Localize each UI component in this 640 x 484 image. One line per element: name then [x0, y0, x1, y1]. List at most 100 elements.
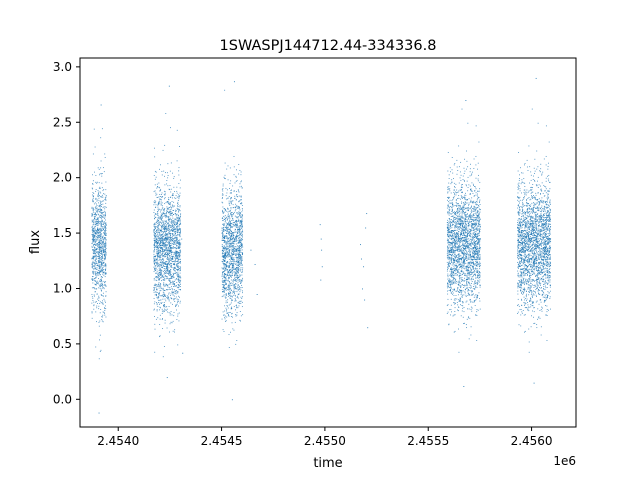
data-point: [465, 228, 467, 230]
data-point: [233, 251, 235, 253]
data-point: [233, 222, 235, 224]
data-point: [174, 191, 175, 193]
data-point: [234, 294, 236, 296]
data-point: [160, 250, 161, 251]
data-point: [238, 257, 240, 259]
data-point: [164, 212, 166, 214]
data-point: [234, 275, 236, 277]
data-point: [92, 260, 94, 262]
data-point: [172, 240, 174, 242]
data-point: [163, 285, 165, 287]
data-point: [94, 264, 96, 266]
data-point: [176, 231, 178, 233]
data-point: [233, 190, 235, 192]
data-point: [225, 265, 227, 267]
data-point: [223, 284, 225, 286]
data-point: [229, 239, 231, 241]
data-point: [163, 210, 165, 212]
data-point: [160, 283, 162, 285]
data-point: [469, 193, 471, 194]
data-point: [92, 232, 94, 234]
data-point: [230, 316, 232, 317]
data-point: [153, 215, 155, 217]
data-point: [159, 302, 161, 304]
data-point: [169, 224, 171, 226]
data-point: [233, 225, 235, 227]
data-point: [477, 204, 479, 206]
data-point: [166, 327, 168, 329]
data-point: [95, 301, 97, 303]
data-point: [93, 236, 95, 238]
data-point: [460, 271, 462, 273]
data-point: [241, 219, 243, 221]
data-point: [227, 289, 229, 291]
data-point: [234, 195, 236, 197]
data-point: [153, 285, 155, 287]
data-point: [172, 275, 174, 277]
data-point: [453, 267, 455, 269]
data-point: [95, 268, 96, 270]
data-point: [154, 301, 156, 303]
data-point: [163, 279, 165, 281]
data-point: [99, 274, 101, 276]
data-point: [91, 287, 93, 289]
data-point: [177, 291, 179, 293]
data-point: [161, 249, 163, 251]
data-point: [94, 238, 96, 240]
data-point: [163, 304, 165, 306]
data-point: [163, 225, 165, 227]
data-point: [469, 238, 471, 240]
data-point: [157, 218, 159, 220]
data-point: [168, 230, 170, 231]
data-point: [474, 232, 476, 234]
data-point: [156, 264, 158, 266]
data-point: [457, 262, 459, 264]
data-point: [95, 256, 97, 258]
data-point: [453, 299, 455, 301]
data-point: [167, 202, 169, 203]
data-point: [457, 233, 459, 234]
data-point: [167, 250, 168, 252]
data-point: [234, 300, 236, 302]
data-point: [167, 222, 169, 224]
data-point: [236, 194, 238, 196]
data-point: [172, 256, 174, 257]
data-point: [154, 200, 156, 202]
data-point: [173, 299, 175, 301]
data-point: [235, 180, 237, 182]
data-point: [233, 259, 235, 261]
data-point: [154, 268, 155, 270]
data-point: [238, 240, 240, 242]
data-point: [99, 229, 101, 231]
data-point: [104, 206, 106, 208]
data-point: [173, 240, 175, 241]
data-point: [236, 291, 238, 293]
data-point: [157, 204, 159, 206]
data-point: [455, 295, 457, 296]
data-point: [98, 221, 100, 222]
data-point: [162, 240, 163, 242]
data-point: [166, 311, 168, 313]
data-point: [230, 263, 232, 265]
data-point: [173, 243, 175, 245]
data-point: [462, 262, 464, 263]
data-point: [96, 219, 97, 221]
data-point: [230, 197, 232, 199]
data-point: [172, 172, 174, 174]
data-point: [229, 250, 230, 252]
data-point: [457, 304, 459, 306]
data-point: [228, 224, 230, 226]
data-point: [241, 264, 243, 266]
data-point: [97, 235, 99, 237]
data-point: [237, 229, 239, 231]
data-point: [173, 298, 175, 300]
data-point: [153, 223, 155, 225]
data-point: [154, 222, 156, 224]
data-point: [171, 247, 173, 249]
data-point: [229, 228, 231, 230]
data-point: [227, 286, 229, 288]
data-point: [228, 244, 230, 246]
data-point: [160, 209, 162, 211]
data-point: [235, 270, 237, 272]
data-point: [231, 232, 233, 234]
